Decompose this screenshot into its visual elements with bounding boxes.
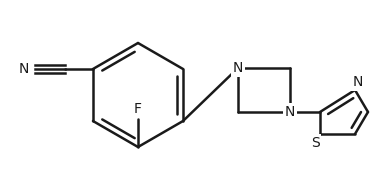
Text: N: N	[285, 105, 295, 119]
Text: N: N	[233, 61, 243, 75]
Text: N: N	[353, 75, 363, 89]
Text: S: S	[311, 136, 319, 150]
Text: N: N	[19, 62, 29, 76]
Text: F: F	[134, 102, 142, 116]
